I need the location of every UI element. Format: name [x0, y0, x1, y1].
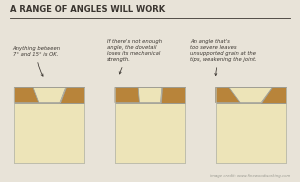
Polygon shape — [33, 87, 66, 103]
Text: Anything between
7° and 15° is OK.: Anything between 7° and 15° is OK. — [13, 46, 61, 76]
Text: A RANGE OF ANGLES WILL WORK: A RANGE OF ANGLES WILL WORK — [10, 5, 165, 14]
Polygon shape — [215, 87, 240, 103]
Text: image credit: www.finewoodworking.com: image credit: www.finewoodworking.com — [210, 174, 290, 178]
Polygon shape — [14, 87, 39, 103]
Polygon shape — [138, 87, 162, 103]
Polygon shape — [229, 87, 272, 103]
Polygon shape — [60, 87, 85, 103]
Polygon shape — [115, 87, 140, 103]
Polygon shape — [14, 103, 85, 163]
Polygon shape — [215, 103, 286, 163]
Polygon shape — [160, 87, 185, 103]
Text: If there's not enough
angle, the dovetail
loses its mechanical
strength.: If there's not enough angle, the dovetai… — [107, 39, 162, 74]
Text: An angle that's
too severe leaves
unsupported grain at the
tips, weakening the j: An angle that's too severe leaves unsupp… — [190, 39, 257, 76]
Polygon shape — [115, 103, 185, 163]
Polygon shape — [261, 87, 286, 103]
